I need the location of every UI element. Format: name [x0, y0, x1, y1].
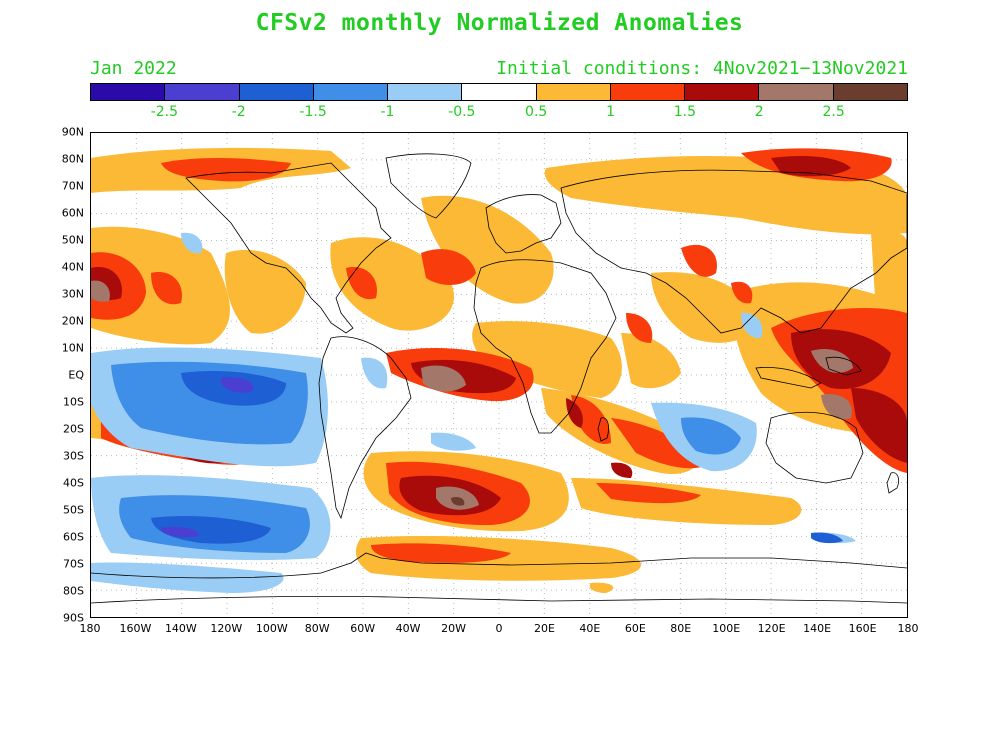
longitude-label: 60E [624, 622, 646, 635]
longitude-label: 100E [712, 622, 741, 635]
color-legend-label: -1 [380, 104, 395, 120]
longitude-label: 80E [670, 622, 692, 635]
color-swatch [833, 84, 907, 100]
latitude-label: 40N [61, 260, 84, 274]
color-legend-label: -0.5 [448, 104, 476, 120]
chart-title: CFSv2 monthly Normalized Anomalies [255, 10, 744, 36]
latitude-label: EQ [68, 368, 84, 382]
latitude-label: 80S [63, 584, 84, 598]
longitude-label: 180 [897, 622, 919, 635]
color-legend-label: 2 [754, 104, 764, 120]
longitude-label: 160E [848, 622, 877, 635]
latitude-label: 50S [63, 503, 84, 517]
longitude-label: 20W [441, 622, 466, 635]
latitude-label: 10N [61, 341, 84, 355]
latitude-label: 90N [61, 125, 84, 139]
color-swatch [685, 84, 760, 100]
color-legend-label: -2.5 [150, 104, 179, 120]
latitude-label: 10S [63, 395, 84, 409]
latitude-label: 40S [63, 476, 84, 490]
color-legend-label: 2.5 [822, 104, 845, 120]
initial-conditions: Initial conditions: 4Nov2021−13Nov2021 [496, 58, 908, 79]
latitude-label: 90S [63, 611, 84, 625]
forecast-month: Jan 2022 [90, 58, 177, 79]
color-swatch [536, 84, 611, 100]
longitude-label: 80W [304, 622, 330, 635]
longitude-label: 120W [210, 622, 243, 635]
longitude-label: 40W [395, 622, 421, 635]
color-swatch [313, 84, 389, 100]
anomaly-field-neg-2-to-neg-2-5 [161, 377, 254, 538]
longitude-label: 180 [79, 622, 101, 635]
latitude-label: 70N [61, 179, 84, 193]
coastlines [91, 153, 907, 604]
color-legend-label: -2 [231, 104, 246, 120]
color-legend-label: -1.5 [299, 104, 327, 120]
longitude-label: 160W [119, 622, 152, 635]
color-legend-label: 1.5 [673, 104, 697, 120]
latitude-label: 50N [61, 233, 84, 247]
anomaly-field-above-2-5 [451, 496, 465, 506]
color-legend-bar [90, 83, 908, 101]
color-swatch [610, 84, 686, 100]
color-swatch [388, 84, 463, 100]
latitude-label: 60S [63, 530, 84, 544]
color-legend-label: 0.5 [525, 104, 548, 120]
latitude-label: 30S [63, 449, 84, 463]
latitude-label: 20N [61, 314, 84, 328]
longitude-label: 40E [579, 622, 601, 635]
color-swatch [239, 84, 314, 100]
color-swatch [462, 84, 537, 100]
latitude-label: 60N [61, 206, 84, 220]
anomaly-map [90, 132, 908, 618]
color-swatch [165, 84, 240, 100]
anomaly-field-2-to-2-5 [91, 280, 853, 510]
longitude-label: 60W [350, 622, 376, 635]
latitude-label: 80N [61, 152, 84, 166]
longitude-label: 120E [757, 622, 786, 635]
longitude-label: 20E [533, 622, 555, 635]
longitude-label: 140W [164, 622, 197, 635]
anomaly-map-svg [91, 133, 907, 617]
longitude-label: 140E [803, 622, 832, 635]
longitude-label: 100W [255, 622, 288, 635]
color-swatch [91, 84, 166, 100]
latitude-label: 20S [63, 422, 84, 436]
latitude-label: 70S [63, 557, 84, 571]
longitude-label: 0 [495, 622, 503, 635]
latitude-label: 30N [61, 287, 84, 301]
color-swatch [759, 84, 834, 100]
color-legend-label: 1 [606, 104, 615, 120]
anomaly-fields [91, 147, 907, 593]
